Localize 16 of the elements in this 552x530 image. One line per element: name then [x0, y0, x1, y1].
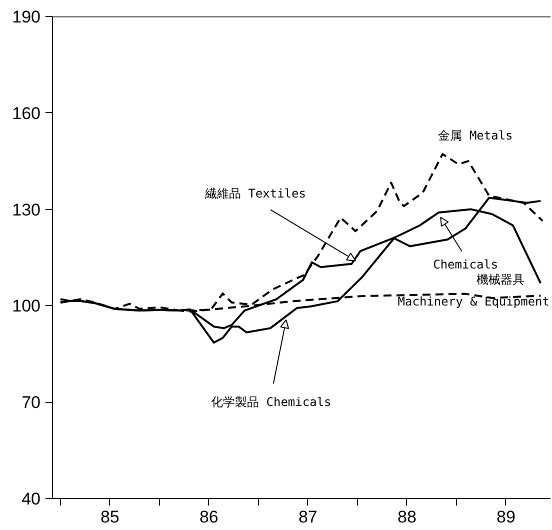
annotation: Chemicals	[433, 257, 498, 272]
x-tick-label: 87	[298, 508, 318, 526]
x-tick-label: 85	[100, 508, 120, 526]
y-tick-label: 70	[22, 393, 41, 412]
y-tick-label: 130	[12, 200, 41, 220]
y-tick-label: 190	[12, 8, 41, 26]
annotation: 金属 Metals	[438, 128, 513, 142]
annotation: 繊維品 Textiles	[204, 186, 306, 201]
x-tick-label: 86	[199, 508, 218, 526]
annotation: 化学製品 Chemicals	[211, 394, 332, 409]
y-tick-label: 40	[22, 490, 41, 508]
x-tick-label: 89	[496, 508, 516, 526]
x-tick-label: 88	[397, 508, 416, 526]
y-tick-label: 160	[12, 104, 41, 123]
annotation: 機械器具 Machinery & Equipment	[398, 272, 550, 308]
y-tick-label: 100	[12, 296, 41, 316]
